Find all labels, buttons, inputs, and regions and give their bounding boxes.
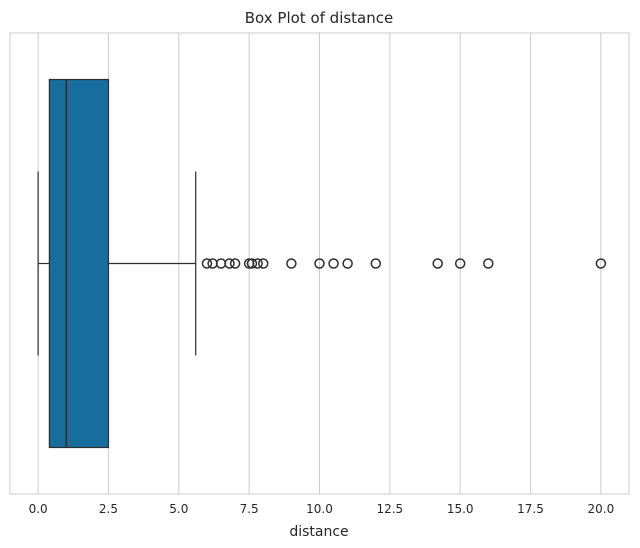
plot-frame — [9, 32, 630, 495]
outlier-point — [483, 258, 494, 269]
outlier-point — [224, 258, 235, 269]
outlier-points — [201, 258, 607, 269]
outlier-point — [207, 258, 218, 269]
x-axis-label: distance — [289, 524, 348, 540]
outlier-point — [229, 258, 241, 269]
x-tick-label: 7.5 — [240, 502, 259, 516]
outlier-point — [314, 258, 325, 269]
outlier-point — [215, 258, 227, 269]
x-tick-label: 15.0 — [447, 502, 474, 516]
chart-title: Box Plot of distance — [245, 9, 393, 27]
outlier-point — [454, 258, 466, 269]
outlier-point — [328, 258, 339, 269]
x-tick-label: 10.0 — [306, 502, 333, 516]
x-tick-label: 0.0 — [29, 502, 48, 516]
outlier-point — [595, 258, 607, 269]
x-tick-label: 20.0 — [588, 502, 615, 516]
x-tick-label: 5.0 — [169, 502, 188, 516]
iqr-box — [48, 78, 110, 449]
outlier-point — [432, 258, 443, 269]
outlier-point — [342, 258, 353, 269]
outlier-point — [370, 258, 382, 269]
outlier-point — [257, 258, 269, 269]
box-plot — [37, 78, 197, 449]
x-tick-label: 17.5 — [517, 502, 544, 516]
x-tick-label: 2.5 — [99, 502, 118, 516]
x-tick-label: 12.5 — [376, 502, 403, 516]
outlier-point — [286, 258, 297, 269]
x-tick-labels: 0.0 2.5 5.0 7.5 10.0 12.5 15.0 17.5 20.0 — [29, 502, 615, 516]
outlier-point — [246, 258, 258, 269]
outlier-point — [252, 258, 263, 269]
outlier-point — [201, 258, 213, 269]
